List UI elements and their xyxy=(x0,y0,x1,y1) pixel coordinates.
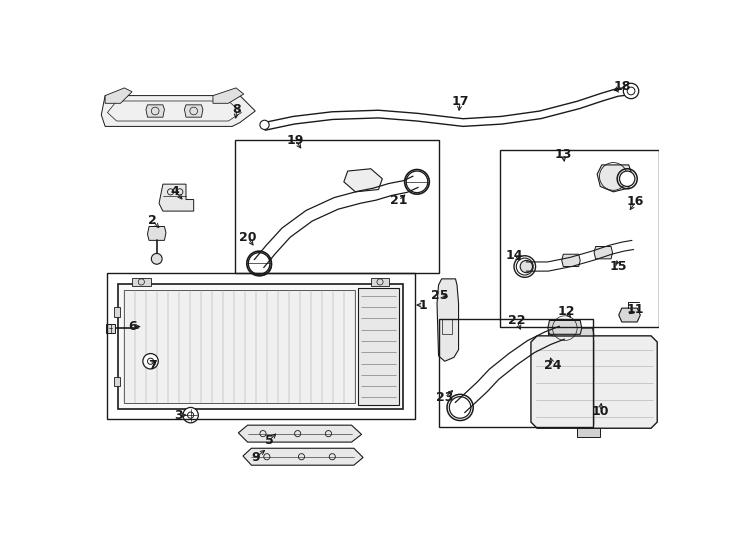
Bar xyxy=(438,319,592,427)
Text: 5: 5 xyxy=(265,434,274,447)
Circle shape xyxy=(520,260,532,273)
Polygon shape xyxy=(594,247,613,259)
Polygon shape xyxy=(105,88,132,103)
Bar xyxy=(500,150,659,327)
Polygon shape xyxy=(562,254,580,267)
Text: 11: 11 xyxy=(627,303,644,316)
Circle shape xyxy=(623,83,639,99)
Polygon shape xyxy=(597,165,633,192)
Circle shape xyxy=(449,397,471,418)
Circle shape xyxy=(143,354,159,369)
Bar xyxy=(358,288,399,405)
Text: 23: 23 xyxy=(436,391,454,404)
Polygon shape xyxy=(213,88,244,103)
Text: 6: 6 xyxy=(128,320,137,333)
Text: 14: 14 xyxy=(505,249,523,262)
Polygon shape xyxy=(619,308,640,322)
Text: 12: 12 xyxy=(558,305,575,318)
Bar xyxy=(577,428,600,437)
Text: 9: 9 xyxy=(251,451,260,464)
Bar xyxy=(118,284,403,409)
Circle shape xyxy=(260,120,269,130)
Text: 4: 4 xyxy=(171,185,180,198)
Circle shape xyxy=(151,253,162,264)
Text: 15: 15 xyxy=(610,260,628,273)
Bar xyxy=(442,319,452,334)
Polygon shape xyxy=(437,279,459,361)
Bar xyxy=(114,307,120,316)
Polygon shape xyxy=(243,448,363,465)
Polygon shape xyxy=(184,105,203,117)
Text: 18: 18 xyxy=(613,80,631,93)
Text: 24: 24 xyxy=(544,359,562,372)
Bar xyxy=(371,278,389,286)
Text: 3: 3 xyxy=(174,409,183,422)
Text: 19: 19 xyxy=(287,134,304,147)
Circle shape xyxy=(516,258,534,275)
Text: 17: 17 xyxy=(451,95,469,108)
Text: 20: 20 xyxy=(239,231,256,244)
Bar xyxy=(132,278,150,286)
Polygon shape xyxy=(146,105,164,117)
Circle shape xyxy=(406,171,428,193)
Polygon shape xyxy=(101,96,255,126)
Bar xyxy=(114,377,120,386)
Text: 1: 1 xyxy=(419,299,427,312)
Text: 2: 2 xyxy=(148,214,156,227)
Text: 21: 21 xyxy=(390,194,407,207)
Polygon shape xyxy=(106,325,115,333)
Circle shape xyxy=(619,171,635,186)
Circle shape xyxy=(551,322,573,343)
Text: 8: 8 xyxy=(233,103,241,116)
Polygon shape xyxy=(548,320,582,334)
Polygon shape xyxy=(239,425,362,442)
Polygon shape xyxy=(531,336,657,428)
Polygon shape xyxy=(148,226,166,240)
Text: 25: 25 xyxy=(432,289,448,302)
Bar xyxy=(236,140,438,273)
Text: 22: 22 xyxy=(509,314,526,327)
Circle shape xyxy=(183,408,198,423)
Polygon shape xyxy=(344,168,382,192)
Polygon shape xyxy=(553,328,594,336)
Text: 10: 10 xyxy=(592,405,609,418)
Text: 13: 13 xyxy=(555,147,572,160)
Text: 16: 16 xyxy=(627,195,644,208)
Circle shape xyxy=(248,253,270,274)
Bar xyxy=(107,273,415,419)
Text: 7: 7 xyxy=(148,359,156,372)
Bar xyxy=(124,291,355,403)
Polygon shape xyxy=(159,184,194,211)
